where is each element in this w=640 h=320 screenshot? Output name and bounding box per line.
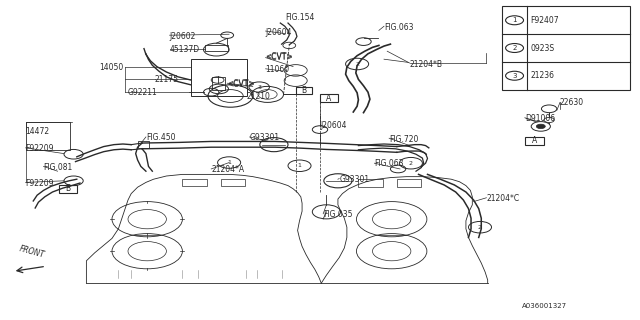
Text: J20602: J20602 (170, 32, 196, 41)
Text: 1: 1 (298, 163, 301, 168)
Bar (397, 179, 421, 187)
Bar (182, 179, 207, 186)
Text: FIG.081: FIG.081 (44, 163, 73, 172)
Circle shape (536, 124, 545, 129)
Circle shape (531, 122, 550, 131)
Text: F92209: F92209 (26, 144, 54, 153)
Text: FRONT: FRONT (19, 244, 45, 260)
Bar (138, 141, 149, 148)
Bar (221, 179, 245, 186)
Bar (59, 185, 77, 193)
Bar (320, 94, 338, 102)
Text: <CVT>: <CVT> (266, 52, 293, 61)
Text: J20604: J20604 (320, 121, 346, 130)
Text: D91006: D91006 (525, 114, 555, 123)
Text: B: B (301, 86, 307, 95)
Text: 2: 2 (409, 161, 413, 166)
Text: <CVT>: <CVT> (227, 80, 255, 89)
Text: F92209: F92209 (26, 179, 54, 188)
Text: 45137D: 45137D (170, 45, 200, 54)
Text: FIG.154: FIG.154 (285, 13, 314, 22)
Text: G93301: G93301 (339, 175, 369, 184)
Bar (525, 137, 544, 145)
Text: J20604: J20604 (266, 28, 292, 36)
Text: FIG.035: FIG.035 (323, 210, 353, 219)
Text: 0923S: 0923S (531, 44, 555, 52)
Text: A: A (326, 94, 332, 103)
Text: 2: 2 (478, 225, 482, 230)
Text: G93301: G93301 (250, 133, 280, 142)
Text: 1: 1 (227, 160, 231, 165)
Circle shape (544, 117, 554, 123)
Text: 2: 2 (513, 45, 516, 51)
Text: FIG.063: FIG.063 (374, 159, 404, 168)
Text: 3: 3 (257, 84, 261, 90)
Text: 22630: 22630 (560, 98, 584, 107)
Bar (212, 77, 225, 90)
Bar (26, 122, 70, 150)
Text: FIG.720: FIG.720 (389, 135, 419, 144)
Text: G92211: G92211 (128, 88, 157, 97)
Text: 21204*A: 21204*A (211, 165, 244, 174)
Text: FIG.450: FIG.450 (146, 133, 175, 142)
Bar (205, 45, 228, 51)
Text: 21204*C: 21204*C (486, 194, 520, 203)
Text: 2: 2 (355, 61, 359, 67)
Text: A: A (532, 136, 537, 145)
Text: A036001327: A036001327 (522, 303, 566, 309)
Bar (502, 6, 630, 90)
Text: 21236: 21236 (531, 71, 555, 80)
Bar (296, 87, 312, 94)
Text: 21210: 21210 (246, 92, 270, 100)
Bar (358, 179, 383, 187)
Text: FIG.063: FIG.063 (384, 23, 413, 32)
Text: <CVT>: <CVT> (227, 79, 255, 88)
Circle shape (208, 85, 253, 107)
Text: 14050: 14050 (99, 63, 124, 72)
Text: F92407: F92407 (531, 16, 559, 25)
Text: 1: 1 (512, 17, 517, 23)
Text: 21204*B: 21204*B (410, 60, 443, 68)
Text: B: B (65, 184, 70, 193)
Text: 21175: 21175 (155, 75, 179, 84)
Text: 11060: 11060 (266, 65, 290, 74)
Text: 3: 3 (512, 73, 517, 79)
Text: <CVT>: <CVT> (266, 53, 293, 62)
Bar (191, 59, 247, 96)
Text: 14472: 14472 (26, 127, 50, 136)
